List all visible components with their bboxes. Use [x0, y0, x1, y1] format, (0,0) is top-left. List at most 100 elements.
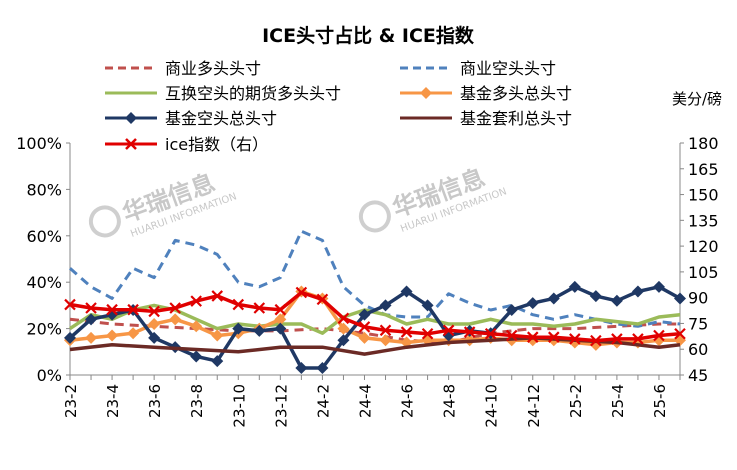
data-point: [295, 362, 308, 375]
data-point: [169, 302, 181, 314]
right-tick-label: 90: [688, 289, 708, 308]
data-point: [337, 312, 350, 325]
data-point: [253, 302, 266, 314]
data-point: [631, 285, 644, 298]
right-tick-label: 105: [688, 263, 719, 282]
data-point: [211, 329, 224, 342]
left-tick-label: 60%: [26, 227, 62, 246]
data-point: [653, 329, 665, 342]
legend-label: ice指数（右）: [165, 135, 268, 154]
legend-label: 基金多头总头寸: [460, 84, 572, 103]
x-tick-label: 23-2: [62, 384, 80, 418]
data-point: [400, 326, 413, 338]
data-point: [85, 313, 98, 326]
data-point: [295, 286, 308, 299]
x-tick-label: 23-4: [104, 384, 122, 418]
data-point: [64, 331, 76, 344]
legend-item: 互换空头的期货多头头寸: [105, 84, 341, 103]
data-point: [232, 322, 245, 335]
plot-area: [64, 229, 686, 375]
data-point: [568, 280, 581, 293]
legend-item: 商业多头头寸: [105, 59, 261, 78]
data-point: [589, 290, 602, 303]
data-point: [611, 333, 623, 345]
data-point: [505, 304, 518, 317]
data-point: [590, 334, 602, 347]
x-tick-label: 24-2: [314, 384, 332, 418]
data-point: [358, 331, 371, 344]
x-tick-label: 25-6: [651, 384, 669, 418]
legend-marker-diamond-icon: [420, 87, 432, 99]
data-point: [463, 326, 476, 338]
legend-marker-x-icon: [125, 138, 137, 150]
data-point: [569, 333, 581, 345]
series-4: [64, 280, 686, 375]
right-tick-label: 150: [688, 186, 719, 205]
data-point: [316, 293, 329, 306]
data-point: [548, 331, 560, 343]
data-point: [253, 324, 266, 337]
legend-item: 基金套利总头寸: [400, 109, 572, 128]
data-point: [211, 355, 224, 368]
data-point: [632, 333, 644, 345]
data-point: [526, 331, 539, 343]
legend-label: 互换空头的期货多头头寸: [165, 84, 341, 103]
right-tick-label: 120: [688, 237, 719, 256]
data-point: [127, 327, 140, 340]
legend-item: 基金空头总头寸: [105, 109, 277, 128]
chart-title: ICE头寸占比 & ICE指数: [262, 24, 475, 47]
right-tick-label: 180: [688, 134, 719, 153]
right-tick-label: 45: [688, 366, 708, 385]
left-tick-label: 20%: [26, 320, 62, 339]
series-6: [64, 286, 686, 347]
data-point: [337, 334, 350, 347]
x-tick-label: 24-10: [483, 384, 501, 428]
x-tick-label: 24-6: [399, 384, 417, 418]
data-point: [505, 329, 518, 342]
data-point: [400, 285, 413, 298]
data-point: [421, 299, 434, 312]
x-tick-label: 24-12: [525, 384, 543, 428]
right-tick-label: 60: [688, 340, 708, 359]
right-tick-label: 75: [688, 314, 708, 333]
data-point: [190, 350, 203, 363]
data-point: [358, 308, 371, 321]
right-tick-label: 135: [688, 211, 719, 230]
data-point: [547, 292, 560, 305]
x-tick-label: 23-10: [230, 384, 248, 428]
data-point: [379, 299, 392, 312]
x-tick-label: 25-4: [609, 384, 627, 418]
data-point: [674, 327, 686, 340]
data-point: [127, 303, 139, 316]
x-tick-label: 25-2: [567, 384, 585, 418]
legend-item: ice指数（右）: [105, 135, 268, 154]
data-point: [316, 362, 329, 375]
data-point: [106, 329, 119, 342]
x-tick-label: 23-8: [188, 384, 206, 418]
watermark-logo-icon: [88, 205, 121, 238]
data-point: [148, 331, 161, 344]
data-point: [85, 302, 97, 314]
data-point: [379, 324, 392, 337]
data-point: [106, 303, 118, 316]
data-point: [274, 303, 287, 316]
x-tick-label: 24-8: [441, 384, 459, 418]
data-point: [169, 313, 182, 326]
data-point: [211, 290, 224, 302]
data-point: [148, 317, 161, 330]
right-axis-unit: 美分/磅: [672, 90, 722, 108]
data-point: [190, 295, 202, 307]
x-tick-label: 23-12: [272, 384, 290, 428]
series-line: [69, 290, 681, 343]
left-tick-label: 80%: [26, 180, 62, 199]
data-point: [85, 331, 98, 344]
data-point: [484, 327, 497, 340]
data-point: [64, 298, 76, 311]
data-point: [190, 320, 203, 333]
left-tick-label: 0%: [37, 366, 62, 385]
legend-label: 商业多头头寸: [165, 59, 261, 78]
data-point: [148, 305, 160, 318]
